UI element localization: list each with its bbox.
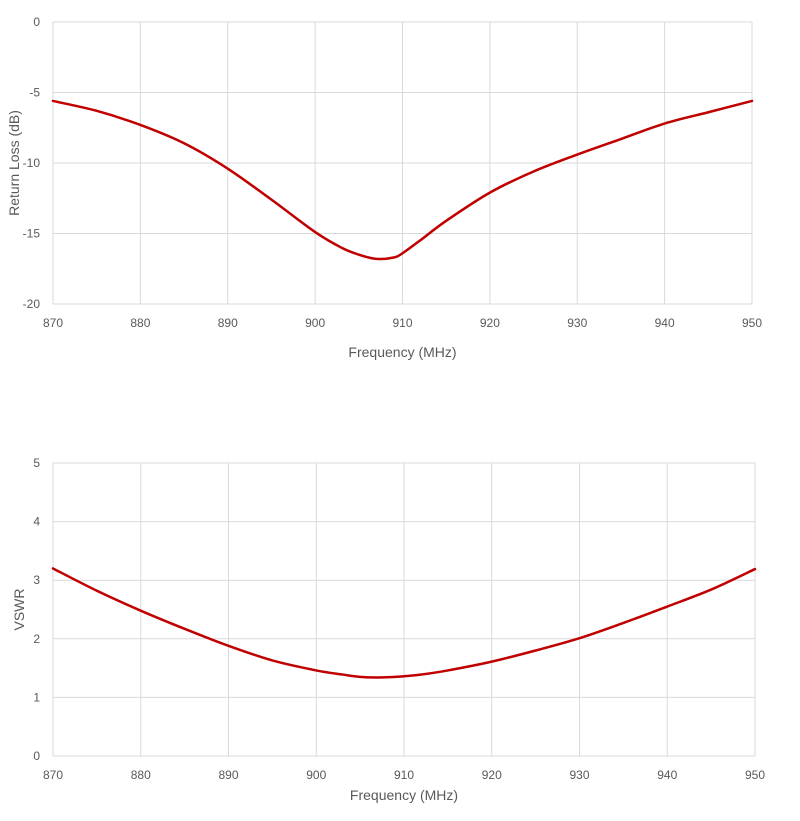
y-tick-label: 4 [33,515,40,529]
x-tick-label: 870 [43,316,63,330]
x-tick-label: 890 [218,316,238,330]
series-line [51,99,754,261]
x-tick-label: 900 [305,316,325,330]
x-tick-label: 910 [394,768,414,782]
y-tick-label: 0 [33,15,40,29]
x-tick-label: 900 [306,768,326,782]
y-tick-label: 2 [33,632,40,646]
series-line [51,567,757,679]
y-tick-label: -15 [23,227,41,241]
x-tick-label: 930 [567,316,587,330]
x-tick-label: 870 [43,768,63,782]
x-axis-title: Frequency (MHz) [348,344,456,360]
x-tick-label: 930 [569,768,589,782]
x-tick-label: 880 [130,316,150,330]
y-axis-title: VSWR [11,589,27,631]
y-axis-title: Return Loss (dB) [6,110,22,216]
y-tick-label: 5 [33,456,40,470]
x-axis-title: Frequency (MHz) [350,787,458,803]
x-tick-label: 880 [131,768,151,782]
x-tick-label: 940 [657,768,677,782]
x-tick-label: 920 [482,768,502,782]
y-tick-label: 1 [33,690,40,704]
x-tick-label: 940 [655,316,675,330]
y-tick-label: -10 [23,156,41,170]
x-tick-label: 890 [218,768,238,782]
y-tick-label: -5 [29,86,40,100]
y-tick-label: 3 [33,573,40,587]
y-tick-label: -20 [23,297,41,311]
y-tick-label: 0 [33,749,40,763]
x-tick-label: 910 [392,316,412,330]
x-tick-label: 920 [480,316,500,330]
x-tick-label: 950 [745,768,765,782]
x-tick-label: 950 [742,316,762,330]
